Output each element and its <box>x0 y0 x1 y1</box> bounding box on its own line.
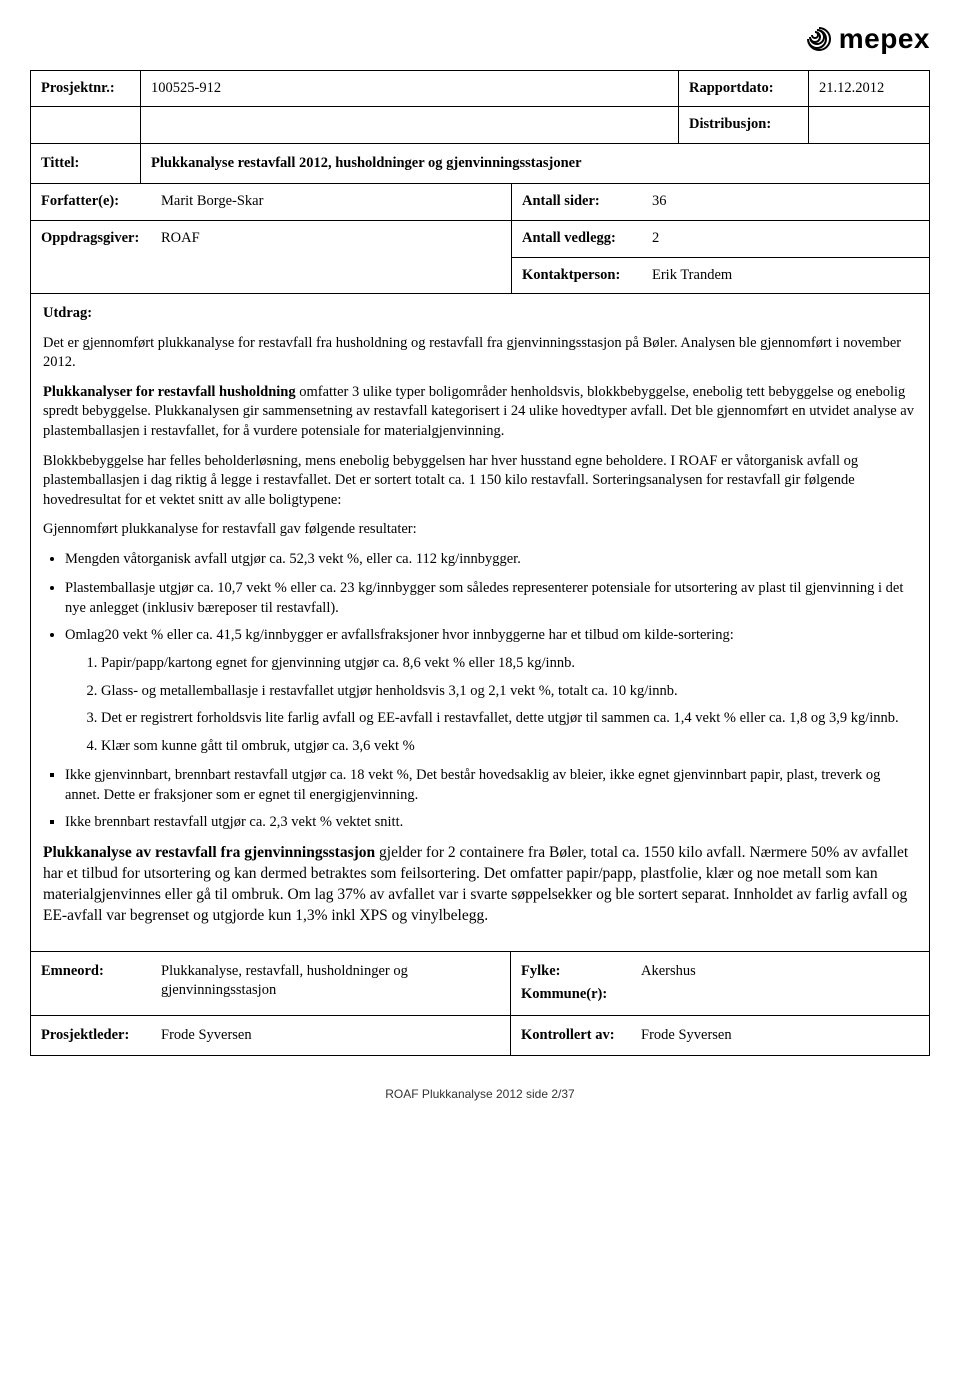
fylke-row: Fylke: Akershus <box>521 962 919 982</box>
utdrag-p4: Gjennomført plukkanalyse for restavfall … <box>43 520 917 540</box>
utdrag-p3: Blokkbebyggelse har felles beholderløsni… <box>43 452 917 511</box>
square-2: Ikke brennbart restavfall utgjør ca. 2,3… <box>65 813 917 833</box>
rapportdato-label: Rapportdato: <box>679 71 809 107</box>
tittel-label: Tittel: <box>31 144 141 184</box>
prosjektleder-cell: Prosjektleder: Frode Syversen <box>31 1016 511 1056</box>
utdrag-p1: Det er gjennomført plukkanalyse for rest… <box>43 334 917 373</box>
emneord-value: Plukkanalyse, restavfall, husholdninger … <box>161 962 500 1005</box>
forfatter-label: Forfatter(e): <box>41 192 161 212</box>
vedlegg-label: Antall vedlegg: <box>522 229 652 249</box>
kontakt-row: Kontaktperson: Erik Trandem <box>512 258 929 294</box>
distribusjon-label: Distribusjon: <box>679 107 809 143</box>
distribusjon-spacer2 <box>141 107 679 143</box>
kontakt-label: Kontaktperson: <box>522 266 652 286</box>
kontakt-value: Erik Trandem <box>652 266 919 286</box>
fylke-kommune-cell: Fylke: Akershus Kommune(r): <box>511 952 929 1015</box>
utdrag-label: Utdrag: <box>43 304 917 324</box>
forfatter-row: Forfatter(e): Marit Borge-Skar <box>31 184 511 221</box>
bullet-list-2: Plastemballasje utgjør ca. 10,7 vekt % e… <box>65 579 917 756</box>
meta-row-1: Prosjektnr.: 100525-912 Rapportdato: 21.… <box>31 71 929 108</box>
sub-4: Klær som kunne gått til ombruk, utgjør c… <box>101 737 917 757</box>
kontrollert-label: Kontrollert av: <box>521 1026 641 1046</box>
rapportdato-value: 21.12.2012 <box>809 71 929 107</box>
emneord-label: Emneord: <box>41 962 161 1005</box>
emneord-cell: Emneord: Plukkanalyse, restavfall, husho… <box>31 952 511 1015</box>
author-block: Forfatter(e): Marit Borge-Skar Oppdragsg… <box>31 184 929 294</box>
kontrollert-row: Kontrollert av: Frode Syversen <box>521 1026 919 1046</box>
kontrollert-value: Frode Syversen <box>641 1026 919 1046</box>
fylke-value: Akershus <box>641 962 919 982</box>
bullet-2: Plastemballasje utgjør ca. 10,7 vekt % e… <box>65 579 917 618</box>
title-row: Tittel: Plukkanalyse restavfall 2012, hu… <box>31 144 929 185</box>
bullet-1: Mengden våtorganisk avfall utgjør ca. 52… <box>65 550 917 570</box>
bottom-row-2: Prosjektleder: Frode Syversen Kontroller… <box>31 1015 929 1056</box>
fylke-label: Fylke: <box>521 962 641 982</box>
oppdragsgiver-value: ROAF <box>161 229 501 249</box>
bullet-list-1: Mengden våtorganisk avfall utgjør ca. 52… <box>65 550 917 570</box>
vedlegg-row: Antall vedlegg: 2 <box>512 221 929 258</box>
kontrollert-cell: Kontrollert av: Frode Syversen <box>511 1016 929 1056</box>
prosjektleder-value: Frode Syversen <box>161 1026 500 1046</box>
spiral-icon <box>805 25 833 53</box>
author-left: Forfatter(e): Marit Borge-Skar Oppdragsg… <box>31 184 511 293</box>
mepex-logo: mepex <box>805 20 930 58</box>
prosjektnr-label: Prosjektnr.: <box>31 71 141 107</box>
prosjektleder-label: Prosjektleder: <box>41 1026 161 1046</box>
oppdragsgiver-row: Oppdragsgiver: ROAF <box>31 221 511 257</box>
square-1: Ikke gjenvinnbart, brennbart restavfall … <box>65 766 917 805</box>
page-footer: ROAF Plukkanalyse 2012 side 2/37 <box>30 1086 930 1102</box>
kommune-label: Kommune(r): <box>521 985 641 1005</box>
sider-value: 36 <box>652 192 919 212</box>
prosjektnr-value: 100525-912 <box>141 71 679 107</box>
sub-2: Glass- og metallemballasje i restavfalle… <box>101 682 917 702</box>
header-logo-row: mepex <box>30 20 930 58</box>
oppdragsgiver-label: Oppdragsgiver: <box>41 229 161 249</box>
sider-label: Antall sider: <box>522 192 652 212</box>
tittel-value: Plukkanalyse restavfall 2012, husholdnin… <box>141 144 929 184</box>
bottom-row-1: Emneord: Plukkanalyse, restavfall, husho… <box>31 952 929 1015</box>
bullet-3-text: Omlag20 vekt % eller ca. 41,5 kg/innbygg… <box>65 627 734 643</box>
bullet-3: Omlag20 vekt % eller ca. 41,5 kg/innbygg… <box>65 626 917 756</box>
sub-1: Papir/papp/kartong egnet for gjenvinning… <box>101 654 917 674</box>
forfatter-value: Marit Borge-Skar <box>161 192 501 212</box>
distribusjon-value <box>809 107 929 143</box>
logo-text: mepex <box>839 20 930 58</box>
report-box: Prosjektnr.: 100525-912 Rapportdato: 21.… <box>30 70 930 1057</box>
sub-3: Det er registrert forholdsvis lite farli… <box>101 709 917 729</box>
sider-row: Antall sider: 36 <box>512 184 929 221</box>
final-paragraph: Plukkanalyse av restavfall fra gjenvinni… <box>43 843 917 927</box>
utdrag-p2: Plukkanalyser for restavfall husholdning… <box>43 383 917 442</box>
square-list: Ikke gjenvinnbart, brennbart restavfall … <box>65 766 917 833</box>
utdrag-section: Utdrag: Det er gjennomført plukkanalyse … <box>31 294 929 952</box>
ordered-sublist: Papir/papp/kartong egnet for gjenvinning… <box>101 654 917 756</box>
distribusjon-spacer <box>31 107 141 143</box>
vedlegg-value: 2 <box>652 229 919 249</box>
kommune-value <box>641 985 919 1005</box>
meta-row-2: Distribusjon: <box>31 107 929 144</box>
kommune-row: Kommune(r): <box>521 985 919 1005</box>
p2-lead: Plukkanalyser for restavfall husholdning <box>43 384 296 400</box>
author-right: Antall sider: 36 Antall vedlegg: 2 Konta… <box>511 184 929 293</box>
final-lead: Plukkanalyse av restavfall fra gjenvinni… <box>43 844 375 861</box>
